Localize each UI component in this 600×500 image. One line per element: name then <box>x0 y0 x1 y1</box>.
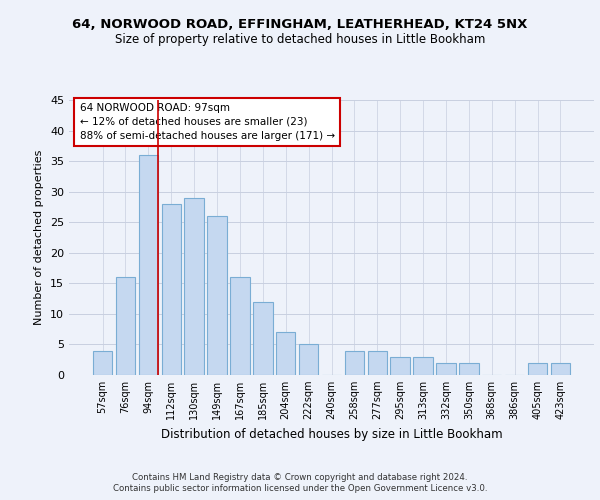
Bar <box>161 204 181 375</box>
Bar <box>230 277 250 375</box>
Bar <box>459 363 479 375</box>
Bar <box>139 155 158 375</box>
Bar <box>253 302 272 375</box>
X-axis label: Distribution of detached houses by size in Little Bookham: Distribution of detached houses by size … <box>161 428 502 440</box>
Text: 64 NORWOOD ROAD: 97sqm
← 12% of detached houses are smaller (23)
88% of semi-det: 64 NORWOOD ROAD: 97sqm ← 12% of detached… <box>79 103 335 141</box>
Bar <box>116 277 135 375</box>
Text: 64, NORWOOD ROAD, EFFINGHAM, LEATHERHEAD, KT24 5NX: 64, NORWOOD ROAD, EFFINGHAM, LEATHERHEAD… <box>73 18 527 30</box>
Bar <box>208 216 227 375</box>
Text: Contains public sector information licensed under the Open Government Licence v3: Contains public sector information licen… <box>113 484 487 493</box>
Bar <box>276 332 295 375</box>
Bar <box>528 363 547 375</box>
Bar <box>391 356 410 375</box>
Bar <box>436 363 455 375</box>
Bar <box>368 350 387 375</box>
Bar <box>413 356 433 375</box>
Bar <box>551 363 570 375</box>
Bar <box>299 344 319 375</box>
Bar <box>184 198 204 375</box>
Y-axis label: Number of detached properties: Number of detached properties <box>34 150 44 325</box>
Bar <box>344 350 364 375</box>
Text: Size of property relative to detached houses in Little Bookham: Size of property relative to detached ho… <box>115 32 485 46</box>
Bar <box>93 350 112 375</box>
Text: Contains HM Land Registry data © Crown copyright and database right 2024.: Contains HM Land Registry data © Crown c… <box>132 472 468 482</box>
